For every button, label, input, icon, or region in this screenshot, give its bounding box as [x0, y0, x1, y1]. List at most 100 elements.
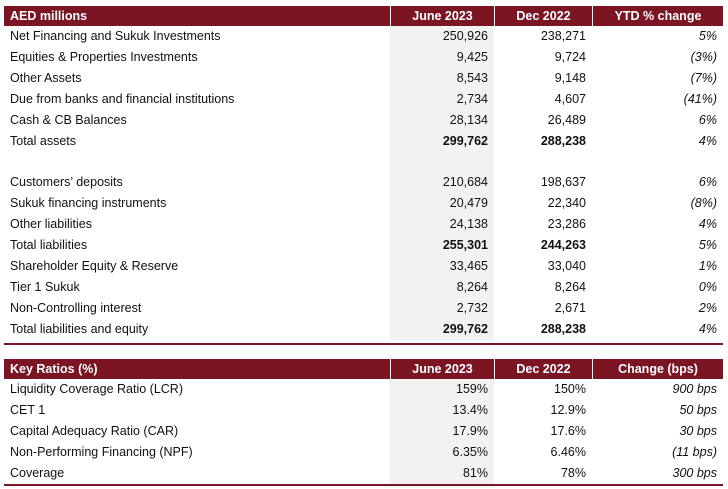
row-change: 900 bps — [672, 382, 717, 396]
total-assets-row: Total assets 299,762 288,238 4% — [4, 131, 723, 152]
table-row: Net Financing and Sukuk Investments 250,… — [4, 26, 723, 47]
row-label: Customers’ deposits — [10, 175, 123, 189]
row-june: 2,734 — [390, 89, 494, 110]
row-june: 250,926 — [390, 26, 494, 47]
row-label: Due from banks and financial institution… — [10, 92, 235, 106]
header-key-ratios: Key Ratios (%) — [10, 362, 98, 376]
row-june: 6.35% — [390, 442, 494, 463]
row-label — [4, 152, 390, 172]
row-dec: 244,263 — [540, 238, 586, 252]
header-june-2023: June 2023 — [390, 6, 494, 26]
row-label: Total assets — [10, 134, 77, 148]
row-june: 2,732 — [390, 298, 494, 319]
row-june: 159% — [390, 379, 494, 400]
row-dec: 12.9% — [550, 403, 586, 417]
row-label: Other Assets — [10, 71, 82, 85]
row-label: Total liabilities — [10, 238, 88, 252]
row-label: Net Financing and Sukuk Investments — [10, 29, 221, 43]
row-label: Total liabilities and equity — [10, 322, 149, 336]
row-dec: 78% — [560, 466, 586, 480]
row-label: Equities & Properties Investments — [10, 50, 198, 64]
row-dec: 4,607 — [554, 92, 586, 106]
row-change: 6% — [698, 175, 717, 189]
row-change: 5% — [698, 29, 717, 43]
row-change: 5% — [698, 238, 717, 252]
row-change: 50 bps — [679, 403, 717, 417]
table-row: Sukuk financing instruments 20,479 22,34… — [4, 193, 723, 214]
row-label: Other liabilities — [10, 217, 92, 231]
table-row: Other liabilities 24,138 23,286 4% — [4, 214, 723, 235]
row-change: (7%) — [690, 71, 717, 85]
row-change: 4% — [698, 134, 717, 148]
row-label: Sukuk financing instruments — [10, 196, 167, 210]
table-row: Other Assets 8,543 9,148 (7%) — [4, 68, 723, 89]
row-change: (3%) — [690, 50, 717, 64]
row-change: 0% — [698, 280, 717, 294]
row-label: Coverage — [10, 466, 65, 480]
table-row: Liquidity Coverage Ratio (LCR) 159% 150%… — [4, 379, 723, 400]
row-june: 8,543 — [390, 68, 494, 89]
row-dec: 8,264 — [554, 280, 586, 294]
row-change: 300 bps — [672, 466, 717, 480]
table-row: Equities & Properties Investments 9,425 … — [4, 47, 723, 68]
ratios-header-row: Key Ratios (%) June 2023 Dec 2022 Change… — [4, 359, 723, 379]
row-change: 4% — [698, 322, 717, 336]
row-change: 6% — [698, 113, 717, 127]
header-change-bps: Change (bps) — [592, 359, 723, 379]
row-june: 17.9% — [390, 421, 494, 442]
row-label: Non-Controlling interest — [10, 301, 142, 315]
row-label: Liquidity Coverage Ratio (LCR) — [10, 382, 183, 396]
row-change: 2% — [698, 301, 717, 315]
header-ytd-change: YTD % change — [592, 6, 723, 26]
row-dec: 238,271 — [540, 29, 586, 43]
row-label: Cash & CB Balances — [10, 113, 127, 127]
header-dec-2022: Dec 2022 — [494, 6, 592, 26]
row-dec: 198,637 — [540, 175, 586, 189]
row-dec: 9,148 — [554, 71, 586, 85]
row-change — [592, 152, 723, 172]
row-label: Non-Performing Financing (NPF) — [10, 445, 193, 459]
row-june: 28,134 — [390, 110, 494, 131]
table-row: Due from banks and financial institution… — [4, 89, 723, 110]
table-row: Cash & CB Balances 28,134 26,489 6% — [4, 110, 723, 131]
row-change: 30 bps — [679, 424, 717, 438]
table-bottom-rule — [4, 343, 723, 345]
row-label: Capital Adequacy Ratio (CAR) — [10, 424, 179, 438]
row-june — [390, 152, 494, 172]
row-june: 20,479 — [390, 193, 494, 214]
row-change: 1% — [698, 259, 717, 273]
row-change: (8%) — [690, 196, 717, 210]
table-row: Non-Controlling interest 2,732 2,671 2% — [4, 298, 723, 319]
row-dec: 288,238 — [540, 134, 586, 148]
row-june: 24,138 — [390, 214, 494, 235]
header-june-2023: June 2023 — [390, 359, 494, 379]
total-liabilities-equity-row: Total liabilities and equity 299,762 288… — [4, 319, 723, 340]
row-dec: 22,340 — [547, 196, 586, 210]
row-june: 9,425 — [390, 47, 494, 68]
row-dec — [494, 152, 592, 172]
row-june: 210,684 — [390, 172, 494, 193]
row-dec: 288,238 — [540, 322, 586, 336]
row-june: 8,264 — [390, 277, 494, 298]
row-june: 13.4% — [390, 400, 494, 421]
total-liabilities-row: Total liabilities 255,301 244,263 5% — [4, 235, 723, 256]
row-dec: 2,671 — [554, 301, 586, 315]
row-june: 255,301 — [390, 235, 494, 256]
table-row: Tier 1 Sukuk 8,264 8,264 0% — [4, 277, 723, 298]
table-row: Customers’ deposits 210,684 198,637 6% — [4, 172, 723, 193]
row-label: Tier 1 Sukuk — [10, 280, 80, 294]
row-dec: 23,286 — [547, 217, 586, 231]
row-june: 33,465 — [390, 256, 494, 277]
row-change: (41%) — [683, 92, 717, 106]
row-change: (11 bps) — [672, 445, 717, 459]
row-label: CET 1 — [10, 403, 46, 417]
row-dec: 150% — [554, 382, 586, 396]
balance-header-row: AED millions June 2023 Dec 2022 YTD % ch… — [4, 6, 723, 26]
header-aed-millions: AED millions — [10, 9, 88, 23]
row-dec: 26,489 — [547, 113, 586, 127]
table-row: Shareholder Equity & Reserve 33,465 33,0… — [4, 256, 723, 277]
row-dec: 6.46% — [550, 445, 586, 459]
row-june: 299,762 — [390, 319, 494, 340]
row-dec: 17.6% — [550, 424, 586, 438]
header-dec-2022: Dec 2022 — [494, 359, 592, 379]
